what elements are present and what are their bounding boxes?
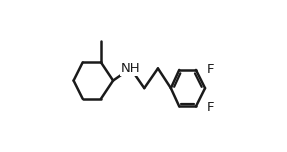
Text: NH: NH <box>121 62 140 75</box>
Text: F: F <box>207 101 214 114</box>
Text: F: F <box>207 63 214 76</box>
